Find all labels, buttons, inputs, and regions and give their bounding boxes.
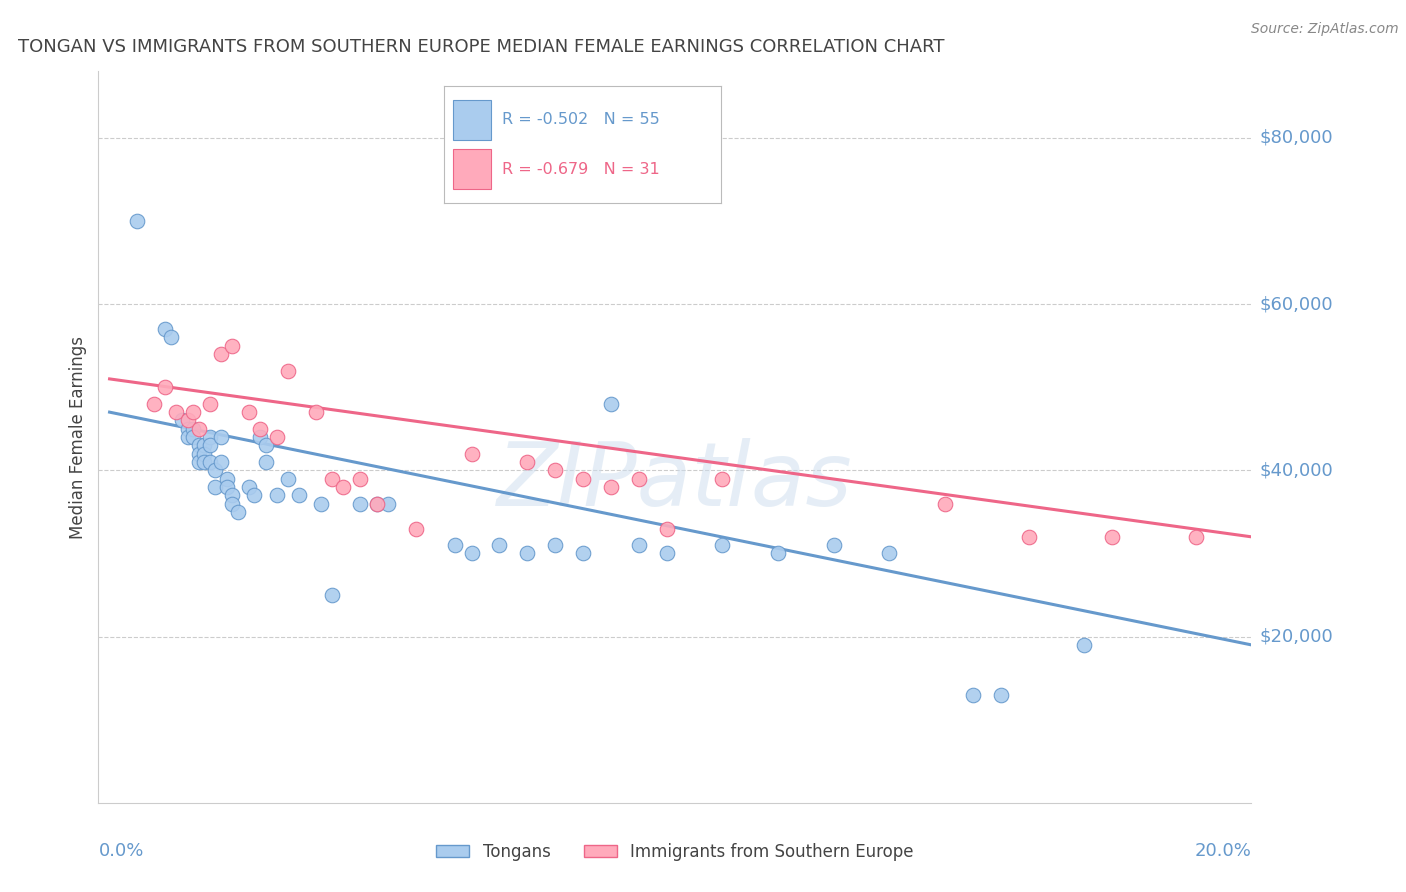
Point [215,472,238,486]
Point [277,472,299,486]
Point [990,688,1012,702]
Point [711,538,734,552]
Point [254,455,277,469]
Point [204,463,226,477]
Point [655,521,678,535]
Point [198,455,221,469]
Point [198,397,221,411]
Text: $40,000: $40,000 [1260,461,1333,479]
Point [377,497,399,511]
Text: ZIPatlas: ZIPatlas [498,438,852,524]
Point [321,472,343,486]
Point [349,497,371,511]
Point [321,588,343,602]
Point [572,472,595,486]
Point [516,546,538,560]
Text: 0.0%: 0.0% [98,842,143,860]
Point [170,413,193,427]
Legend: Tongans, Immigrants from Southern Europe: Tongans, Immigrants from Southern Europe [429,837,921,868]
Point [1073,638,1095,652]
Point [405,521,427,535]
Point [181,405,204,419]
Point [165,405,187,419]
Point [226,505,249,519]
Point [766,546,789,560]
Point [544,538,567,552]
Point [249,422,271,436]
Point [187,438,209,452]
Point [711,472,734,486]
Point [193,438,215,452]
Point [198,430,221,444]
Point [304,405,326,419]
Point [599,480,621,494]
Text: TONGAN VS IMMIGRANTS FROM SOUTHERN EUROPE MEDIAN FEMALE EARNINGS CORRELATION CHA: TONGAN VS IMMIGRANTS FROM SOUTHERN EUROP… [18,38,945,56]
Point [288,488,311,502]
Point [962,688,984,702]
Point [627,538,650,552]
Point [488,538,510,552]
Point [544,463,567,477]
Point [516,455,538,469]
Point [127,214,149,228]
Point [181,430,204,444]
Point [187,455,209,469]
Point [176,422,198,436]
Point [243,488,266,502]
Text: $60,000: $60,000 [1260,295,1333,313]
Text: $80,000: $80,000 [1260,128,1333,147]
Point [221,339,243,353]
Text: $20,000: $20,000 [1260,628,1333,646]
Point [332,480,354,494]
Point [266,430,288,444]
Point [193,455,215,469]
Point [1101,530,1123,544]
Point [1184,530,1206,544]
Point [193,447,215,461]
Point [309,497,332,511]
Point [155,380,177,394]
Point [204,480,226,494]
Point [266,488,288,502]
Point [349,472,371,486]
Point [209,455,232,469]
Point [238,480,260,494]
Y-axis label: Median Female Earnings: Median Female Earnings [69,335,87,539]
Point [221,497,243,511]
Point [655,546,678,560]
Point [254,438,277,452]
Point [215,480,238,494]
Text: Source: ZipAtlas.com: Source: ZipAtlas.com [1251,22,1399,37]
Point [277,363,299,377]
Point [823,538,845,552]
Point [1018,530,1040,544]
Point [221,488,243,502]
Point [879,546,901,560]
Point [249,430,271,444]
Point [934,497,956,511]
Point [238,405,260,419]
Point [460,447,482,461]
Point [209,347,232,361]
Point [366,497,388,511]
Point [143,397,166,411]
Point [198,438,221,452]
Point [181,422,204,436]
Point [155,322,177,336]
Point [187,422,209,436]
Point [599,397,621,411]
Point [176,430,198,444]
Point [460,546,482,560]
Point [627,472,650,486]
Point [159,330,181,344]
Point [176,413,198,427]
Text: 20.0%: 20.0% [1195,842,1251,860]
Point [444,538,467,552]
Point [572,546,595,560]
Point [366,497,388,511]
Point [187,447,209,461]
Point [209,430,232,444]
